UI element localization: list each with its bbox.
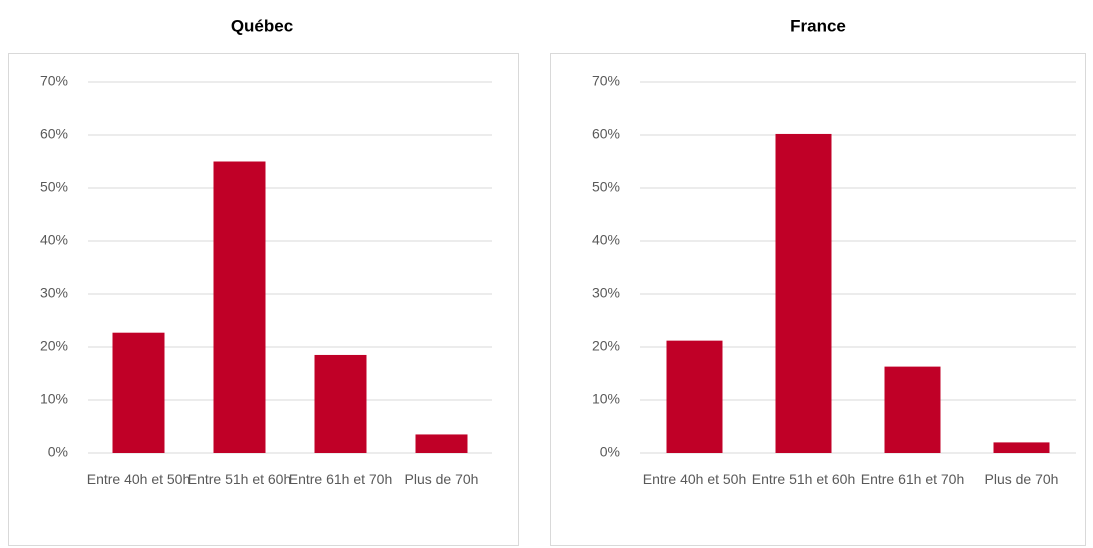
y-tick-label: 20%	[40, 338, 68, 354]
y-tick-label: 50%	[40, 179, 68, 195]
bar	[993, 442, 1050, 453]
y-tick-label: 30%	[40, 285, 68, 301]
x-tick-label: Entre 40h et 50h	[86, 471, 191, 487]
y-tick-label: 10%	[40, 391, 68, 407]
y-tick-label: 20%	[592, 338, 620, 354]
y-tick-label: 10%	[592, 391, 620, 407]
y-tick-label: 70%	[592, 73, 620, 89]
bar	[112, 332, 165, 453]
bar	[314, 354, 367, 453]
y-tick-label: 40%	[40, 232, 68, 248]
y-tick-label: 40%	[592, 232, 620, 248]
x-tick-label: Entre 61h et 70h	[860, 471, 965, 487]
y-tick-label: 70%	[40, 73, 68, 89]
y-tick-label: 0%	[600, 444, 620, 460]
y-tick-label: 60%	[40, 126, 68, 142]
chart-title: France	[790, 16, 846, 35]
x-tick-label: Entre 51h et 60h	[751, 471, 856, 487]
y-tick-label: 50%	[592, 179, 620, 195]
bar	[415, 434, 468, 453]
x-tick-label: Plus de 70h	[404, 471, 479, 487]
y-tick-label: 0%	[48, 444, 68, 460]
chart-frame	[550, 53, 1086, 546]
chart-frame	[8, 53, 519, 546]
bar	[775, 133, 832, 453]
y-tick-label: 60%	[592, 126, 620, 142]
bar	[884, 366, 941, 453]
x-tick-label: Entre 51h et 60h	[187, 471, 292, 487]
x-tick-label: Entre 61h et 70h	[288, 471, 393, 487]
bar	[213, 161, 266, 453]
chart-title: Québec	[231, 16, 293, 35]
x-tick-label: Plus de 70h	[984, 471, 1059, 487]
y-tick-label: 30%	[592, 285, 620, 301]
bar	[666, 340, 723, 453]
x-tick-label: Entre 40h et 50h	[642, 471, 747, 487]
